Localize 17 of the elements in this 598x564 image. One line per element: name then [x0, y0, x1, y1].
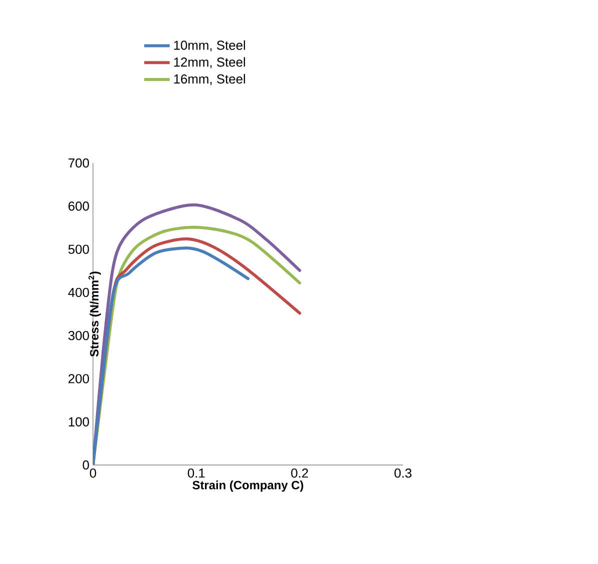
y-tick-label: 0 — [82, 460, 89, 470]
x-axis-title: Strain (Company C) — [192, 480, 304, 492]
y-tick-label: 100 — [68, 417, 89, 426]
x-tick-label: 0.3 — [394, 468, 412, 478]
legend-label: 12mm, Steel — [174, 57, 246, 68]
x-tick-label: 0 — [90, 468, 96, 478]
y-tick-label: 200 — [68, 374, 89, 384]
y-tick-label: 600 — [68, 202, 89, 211]
y-tick-label: 300 — [68, 330, 89, 340]
y-tick-label: 400 — [68, 288, 89, 298]
y-tick-label: 700 — [68, 158, 89, 168]
y-axis-title: Stress (N/mm$^{2}$) — [88, 272, 101, 357]
x-tick-label: 0.2 — [291, 468, 308, 478]
legend-label: 16mm, Steel — [174, 74, 246, 86]
legend-label: 10mm, Steel — [174, 40, 246, 52]
x-tick-label: 0.1 — [188, 468, 205, 478]
y-tick-label: 500 — [68, 244, 89, 254]
